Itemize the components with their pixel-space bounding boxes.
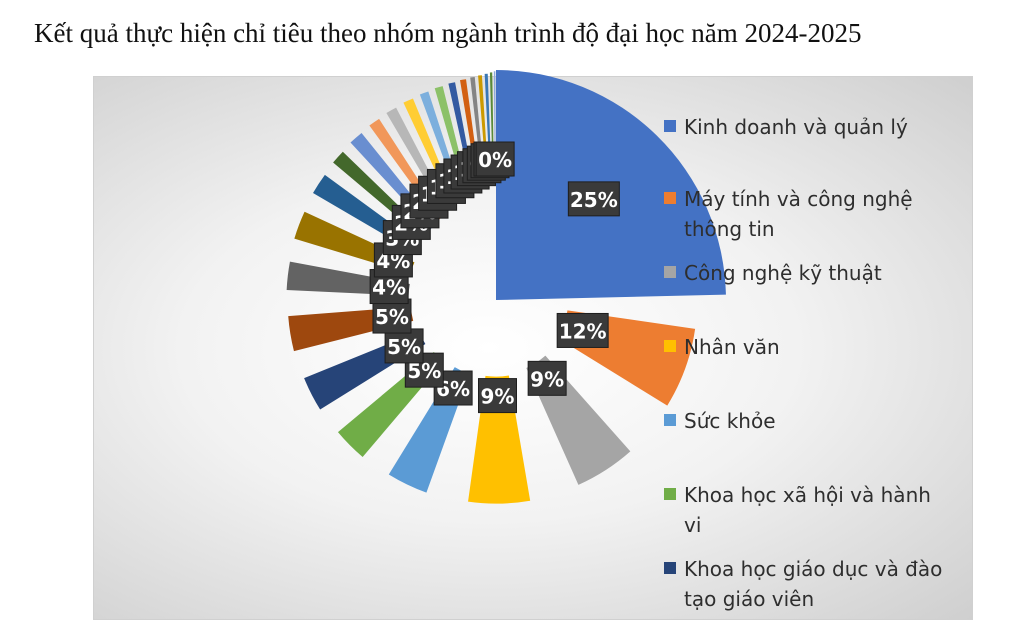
- legend-swatch: [664, 414, 676, 426]
- legend-label: Nhân văn: [684, 335, 780, 359]
- data-label-box: [384, 328, 424, 364]
- data-label: 5%: [375, 305, 409, 329]
- data-label-box: [372, 298, 412, 334]
- data-label: 9%: [481, 385, 515, 409]
- data-label-box: [556, 312, 609, 348]
- data-label-box: [477, 378, 517, 414]
- data-labels: 25%12%9%9%6%5%5%5%4%4%3%2%2%2%1%1%1%1%1%…: [369, 141, 620, 414]
- chart-title: Kết quả thực hiện chỉ tiêu theo nhóm ngà…: [34, 18, 862, 48]
- legend-swatch: [664, 120, 676, 132]
- data-label: 12%: [559, 319, 607, 343]
- legend-swatch: [664, 488, 676, 500]
- legend-item: Công nghệ kỹ thuật: [664, 258, 954, 288]
- legend-item: Nhân văn: [664, 332, 954, 362]
- legend-swatch: [664, 192, 676, 204]
- legend-item: Khoa học giáo dục và đào tạo giáo viên: [664, 554, 954, 614]
- data-label-box: [475, 141, 515, 177]
- data-label-box: [567, 181, 620, 217]
- data-label: 4%: [372, 276, 406, 300]
- legend-label: Kinh doanh và quản lý: [684, 115, 908, 139]
- data-label: 5%: [387, 335, 421, 359]
- legend-label: Khoa học xã hội và hành vi: [684, 483, 931, 537]
- legend-item: Máy tính và công nghệ thông tin: [664, 184, 954, 244]
- legend-item: Kinh doanh và quản lý: [664, 112, 954, 142]
- legend-swatch: [664, 340, 676, 352]
- legend-item: Khoa học xã hội và hành vi: [664, 480, 954, 540]
- data-label: 9%: [530, 367, 564, 391]
- legend-swatch: [664, 562, 676, 574]
- legend-label: Máy tính và công nghệ thông tin: [684, 187, 913, 241]
- data-label: 0%: [478, 148, 512, 172]
- data-label-box: [527, 360, 567, 396]
- legend-label: Công nghệ kỹ thuật: [684, 261, 882, 285]
- legend-item: Sức khỏe: [664, 406, 954, 436]
- data-label: 25%: [570, 188, 618, 212]
- legend-label: Khoa học giáo dục và đào tạo giáo viên: [684, 557, 943, 611]
- legend-swatch: [664, 266, 676, 278]
- legend-label: Sức khỏe: [684, 409, 776, 433]
